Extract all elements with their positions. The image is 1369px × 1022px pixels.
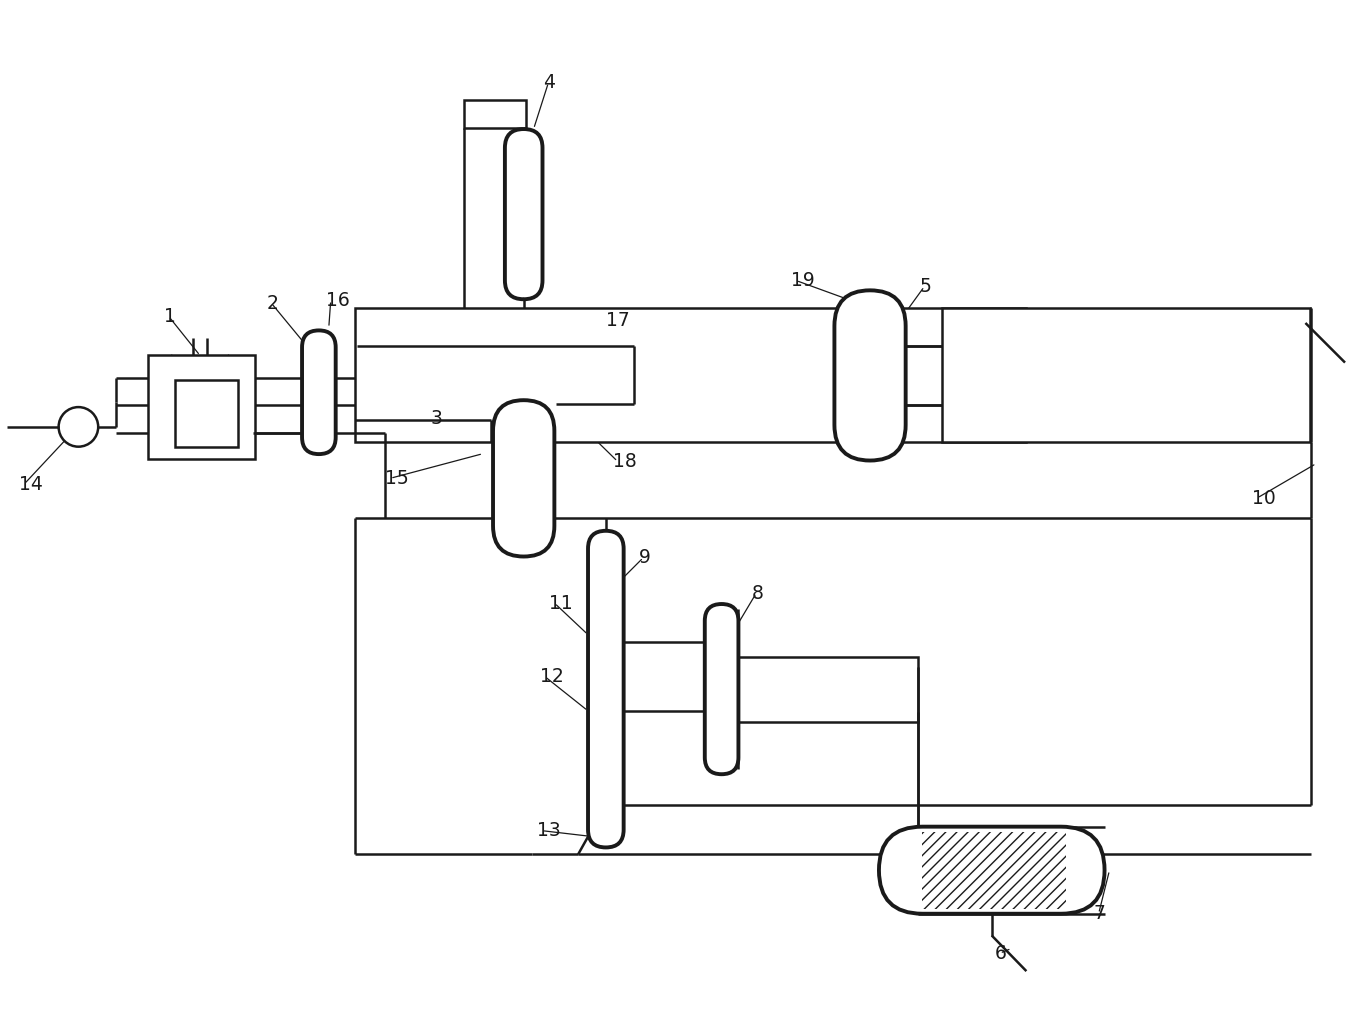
Text: 17: 17: [606, 311, 630, 329]
FancyBboxPatch shape: [589, 530, 624, 847]
FancyBboxPatch shape: [303, 330, 335, 454]
Bar: [356, 309, 1027, 442]
Text: 13: 13: [537, 821, 560, 840]
FancyBboxPatch shape: [705, 604, 738, 775]
FancyBboxPatch shape: [505, 129, 542, 299]
Text: 7: 7: [1094, 904, 1106, 923]
Text: 19: 19: [791, 271, 815, 290]
Text: 3: 3: [431, 410, 442, 428]
Text: 1: 1: [163, 307, 175, 326]
Bar: [738, 657, 917, 722]
Bar: [464, 100, 526, 128]
Text: 11: 11: [549, 594, 574, 612]
FancyBboxPatch shape: [493, 401, 554, 557]
Text: 18: 18: [613, 452, 637, 471]
FancyBboxPatch shape: [879, 827, 1105, 914]
Text: 14: 14: [19, 475, 42, 494]
FancyBboxPatch shape: [835, 290, 906, 461]
Text: 12: 12: [539, 666, 563, 686]
Text: 8: 8: [752, 584, 763, 603]
Bar: [175, 380, 238, 447]
Text: 9: 9: [638, 548, 650, 567]
Text: 6: 6: [995, 944, 1006, 963]
Text: 2: 2: [267, 293, 278, 313]
Bar: [942, 309, 1310, 442]
Bar: [148, 355, 255, 459]
Text: 16: 16: [326, 290, 349, 310]
Text: 5: 5: [920, 277, 931, 296]
Text: 4: 4: [543, 73, 556, 92]
Text: 10: 10: [1253, 489, 1276, 508]
Text: 15: 15: [385, 469, 409, 487]
Bar: [923, 832, 1066, 909]
